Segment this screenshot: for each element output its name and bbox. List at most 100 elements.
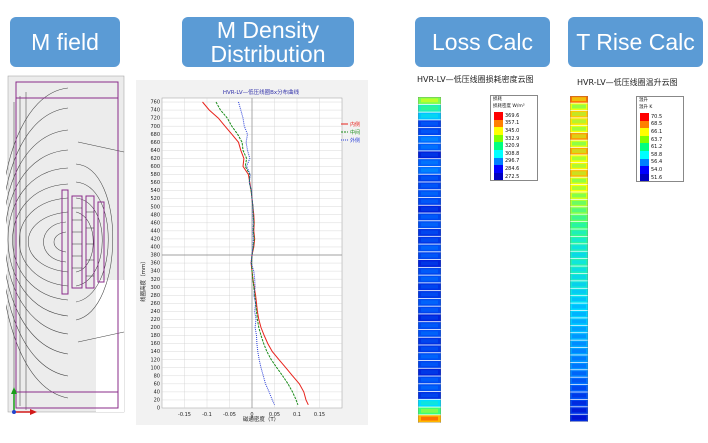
x-tick-label: 0.05 — [269, 412, 280, 418]
temp-cell-inner — [572, 223, 586, 228]
temp-legend-value: 56.4 — [651, 159, 663, 166]
y-tick-label: 100 — [150, 365, 160, 371]
y-tick-label: 340 — [150, 269, 160, 275]
temp-cell-inner — [572, 341, 586, 346]
loss-cell-inner — [421, 152, 438, 157]
loss-legend-row: 320.9 — [491, 142, 537, 150]
temp-cell-inner — [572, 349, 586, 354]
y-tick-label: 140 — [150, 349, 160, 355]
loss-cell-inner — [421, 331, 438, 336]
loss-cell-inner — [421, 416, 438, 421]
temp-cell-inner — [572, 149, 586, 153]
temp-cell-inner — [572, 334, 586, 339]
temp-legend-value: 68.5 — [651, 121, 663, 128]
y-tick-label: 400 — [150, 245, 160, 251]
loss-cell-inner — [421, 354, 438, 359]
loss-cell-inner — [421, 269, 438, 274]
loss-cell-inner — [421, 401, 438, 405]
header-m-field-label: M field — [31, 29, 99, 55]
temp-legend-row: 66.1 — [637, 128, 683, 136]
temp-cell-inner — [572, 156, 586, 161]
loss-cell-inner — [421, 261, 438, 266]
temp-legend-swatch — [640, 173, 649, 182]
temp-legend-title: 温升 — [639, 98, 648, 103]
loss-legend-row: 272.5 — [491, 172, 537, 181]
header-m-field: M field — [10, 17, 120, 67]
loss-legend-title: 损耗 — [493, 97, 502, 102]
header-m-density: M Density Distribution — [182, 17, 354, 67]
chart-axes: 0 20 40 60 80 100 120 140 160 180 200 220 240 260 280 3… — [150, 98, 342, 418]
y-tick-label: 520 — [150, 196, 160, 202]
loss-cell-inner — [421, 98, 438, 103]
loss-legend-swatch — [494, 134, 503, 143]
header-t-rise-calc: T Rise Calc — [568, 17, 703, 67]
loss-cell-inner — [421, 145, 438, 149]
y-tick-label: 740 — [150, 108, 160, 114]
temp-legend: 温升 温升 K 70.5 68.5 66.1 63.7 61.2 58.8 56.4 54.0… — [636, 96, 684, 183]
y-tick-label: 500 — [150, 204, 160, 210]
loss-legend-unit: 损耗密度 W/m³ — [493, 104, 525, 109]
loss-cell-inner — [421, 214, 438, 219]
y-tick-label: 760 — [150, 100, 160, 106]
y-tick-label: 680 — [150, 132, 160, 138]
temp-cell-inner — [572, 319, 586, 324]
temp-legend-swatch — [640, 158, 649, 167]
y-tick-label: 180 — [150, 333, 160, 339]
header-m-density-line2: Distribution — [210, 41, 326, 67]
y-tick-label: 620 — [150, 156, 160, 162]
loss-cell-inner — [421, 253, 438, 258]
temp-cell-inner — [572, 378, 586, 383]
legend-label-outer: 外侧 — [350, 137, 360, 144]
loss-cell-inner — [421, 114, 438, 118]
y-tick-label: 320 — [150, 277, 160, 283]
y-tick-label: 120 — [150, 357, 160, 363]
x-tick-label: -0.1 — [202, 412, 212, 418]
loss-legend-swatch — [494, 172, 503, 181]
y-tick-label: 380 — [150, 253, 160, 259]
chart-series — [202, 101, 309, 406]
temp-legend-value: 54.0 — [651, 166, 663, 173]
loss-cell-inner — [421, 106, 438, 111]
y-tick-label: 420 — [150, 237, 160, 243]
legend-label-middle: 中间 — [350, 129, 360, 136]
temp-cell-inner — [572, 163, 586, 168]
loss-cell-inner — [421, 284, 438, 289]
temp-cell-inner — [572, 267, 586, 272]
temp-legend-swatch — [640, 135, 649, 144]
header-t-rise-calc-label: T Rise Calc — [576, 29, 695, 55]
temp-legend-value: 51.6 — [651, 174, 663, 181]
temp-cell-inner — [572, 304, 586, 309]
temp-cell-inner — [572, 400, 586, 405]
temp-legend-row: 70.5 — [637, 113, 683, 121]
temp-cell-inner — [572, 200, 586, 205]
y-tick-label: 440 — [150, 228, 160, 234]
loss-legend-value: 369.6 — [505, 112, 520, 119]
loss-cell-inner — [421, 277, 438, 281]
loss-cell-inner — [421, 176, 438, 180]
temp-cell-inner — [572, 119, 586, 124]
temp-cell-inner — [572, 112, 586, 116]
temp-cell-inner — [572, 275, 586, 279]
chart-y-label: 线圈高度（mm） — [139, 258, 147, 302]
loss-cell-inner — [421, 199, 438, 204]
loss-legend-swatch — [494, 127, 503, 135]
loss-cell-inner — [421, 339, 438, 343]
header-loss-calc-label: Loss Calc — [432, 29, 533, 55]
loss-cell-inner — [421, 129, 438, 134]
temp-cell-inner — [572, 193, 586, 198]
temp-cell-inner — [572, 386, 586, 391]
loss-legend-swatch — [494, 119, 503, 128]
loss-panel-title: HVR-LV—低压线圈损耗密度云图 — [417, 75, 534, 84]
x-tick-label: 0.15 — [314, 412, 325, 418]
temp-legend-value: 66.1 — [651, 128, 663, 135]
temp-cell-inner — [572, 408, 586, 413]
temp-cell-inner — [572, 252, 586, 257]
loss-cell-inner — [421, 238, 438, 242]
loss-cell-inner — [421, 245, 438, 250]
temp-cell-inner — [572, 237, 586, 242]
temp-cell-inner — [572, 363, 586, 368]
temp-cell-inner — [572, 178, 586, 183]
y-tick-label: 160 — [150, 341, 160, 347]
temperature-rise-strip — [570, 96, 588, 422]
y-tick-label: 200 — [150, 325, 160, 331]
